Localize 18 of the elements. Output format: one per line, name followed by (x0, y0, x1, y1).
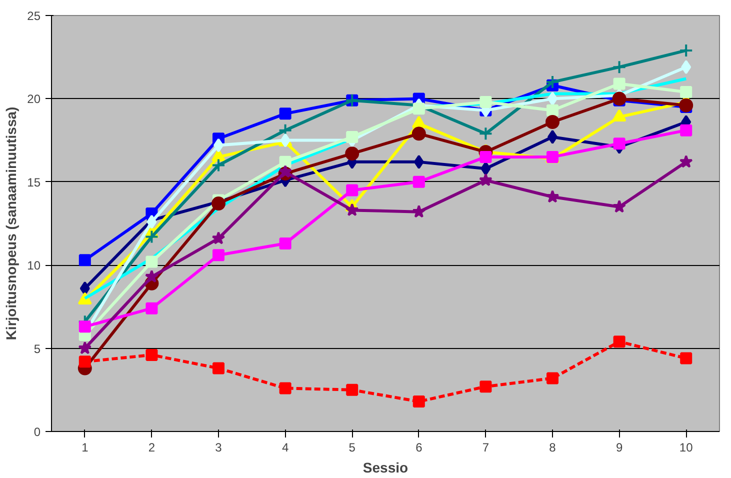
y-tick-label: 25 (27, 9, 41, 23)
x-tick-label: 3 (215, 440, 222, 454)
x-tick-label: 6 (416, 440, 423, 454)
y-tick-label: 10 (27, 258, 41, 273)
x-tick-label: 7 (482, 440, 490, 454)
x-tick-label: 5 (348, 440, 356, 454)
x-tick-label: 2 (148, 440, 156, 454)
y-tick-label: 20 (27, 92, 41, 106)
y-tick-label: 5 (34, 342, 41, 356)
x-axis-title: Sessio (362, 460, 408, 476)
x-tick-label: 8 (549, 440, 556, 454)
x-tick-label: 9 (616, 440, 623, 454)
x-tick-label: 1 (82, 440, 89, 454)
y-tick-label: 15 (27, 175, 41, 190)
y-axis-title: Kirjoitusnopeus (sanaaminuutissa) (3, 106, 20, 340)
x-tick-label: 10 (679, 440, 694, 454)
x-tick-label: 4 (282, 440, 289, 454)
y-tick-label: 0 (34, 425, 41, 439)
